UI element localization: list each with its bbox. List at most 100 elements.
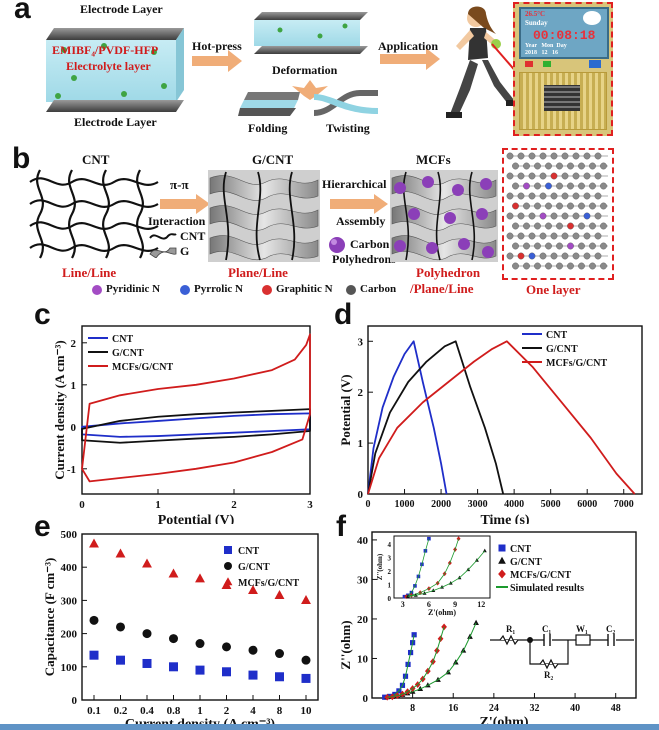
graphitic-label: Graphitic N — [276, 283, 333, 295]
data-point-MCFs/G/CNT — [142, 558, 152, 568]
lattice-atom — [572, 152, 580, 160]
polyhedron-label-2: /Plane/Line — [410, 281, 474, 296]
y-axis-label: Capacitance (F cm⁻³) — [42, 558, 57, 677]
lattice-atom — [528, 172, 536, 180]
lattice-atom — [517, 232, 525, 240]
inset-frame — [393, 535, 491, 599]
lattice-atom — [589, 202, 596, 210]
data-point-CNT — [169, 662, 178, 672]
lattice-atom — [556, 182, 563, 190]
x-axis-label: Potential (V) — [158, 513, 235, 524]
data-point-G/CNT — [248, 645, 258, 655]
lattice-atom — [572, 212, 580, 220]
pyrrolic-dot-icon — [180, 285, 190, 295]
interaction-arrow — [160, 194, 210, 214]
y-tick-label: 40 — [357, 535, 369, 547]
y-axis-label: Z''(ohm) — [338, 620, 353, 669]
data-point-CNT — [116, 655, 125, 665]
lattice-atom — [512, 262, 519, 270]
lattice-atom — [600, 262, 607, 270]
x-tick-label: 48 — [611, 703, 621, 714]
inset-fit — [407, 550, 486, 598]
label-r1: R₁ — [506, 624, 515, 634]
panel-label-c: c — [34, 298, 51, 331]
lattice-atom — [528, 152, 536, 160]
device-circuit-board — [519, 72, 607, 130]
assembly-arrow — [330, 194, 388, 214]
legend-marker-G/CNT — [498, 556, 506, 564]
lattice-atom — [600, 182, 607, 190]
inset-point — [456, 536, 461, 542]
electrode-bottom-label: Electrode Layer — [74, 115, 157, 129]
wearable-device-photo: 26.5°C Sunday 00:08:18 Year Mon Day 2018… — [513, 2, 613, 136]
lattice-atom — [589, 242, 596, 250]
gcnt-network-illustration — [208, 170, 320, 262]
x-tick-label: 6000 — [577, 499, 597, 510]
y-tick-label: 0 — [363, 693, 369, 705]
legend-label-MCFs/G/CNT: MCFs/G/CNT — [112, 362, 173, 373]
y-tick-label: 200 — [61, 629, 78, 641]
lattice-atom — [539, 212, 547, 220]
lattice-atom — [506, 192, 514, 200]
lattice-atom — [512, 182, 519, 190]
legend-label-CNT: CNT — [510, 544, 531, 555]
data-point-MCFs/G/CNT — [168, 568, 179, 578]
lattice-atom — [594, 152, 602, 160]
lattice-atom — [572, 232, 580, 240]
lattice-atom — [589, 262, 596, 270]
panel-a-sandwich — [46, 28, 184, 112]
x-tick-label: 7000 — [614, 499, 634, 510]
x-tick-label: 5000 — [541, 499, 561, 510]
lattice-atom — [506, 232, 514, 240]
lattice-atom — [528, 232, 536, 240]
legend-label-G/CNT: G/CNT — [238, 562, 270, 573]
series-line-CNT — [367, 340, 448, 495]
y-tick-label: 300 — [61, 595, 78, 607]
lattice-atom — [567, 262, 574, 270]
inset-x-tick-label: 3 — [401, 600, 405, 609]
data-point-G/CNT — [222, 642, 231, 652]
lattice-atom — [583, 232, 591, 240]
inset-y-tick-label: 2 — [388, 568, 392, 576]
carbon-poly-label-1: Carbon — [350, 237, 390, 251]
x-tick-label: 1 — [155, 499, 161, 511]
twisting-device — [314, 90, 378, 116]
x-tick-label: 2 — [224, 705, 230, 717]
electrolyte-label: EMIBF₄/PVDF-HFP — [52, 43, 159, 57]
lattice-atom — [556, 262, 563, 270]
lattice-atom — [572, 252, 580, 260]
inset-point — [482, 548, 487, 553]
lattice-atom — [523, 182, 530, 190]
y-tick-label: 100 — [61, 662, 78, 674]
legend-label-MCFs/G/CNT: MCFs/G/CNT — [546, 358, 607, 369]
hot-press-label: Hot-press — [192, 39, 242, 53]
lattice-atom — [523, 262, 530, 270]
data-point-CNT — [222, 667, 231, 677]
lattice-atom — [550, 212, 558, 220]
legend-marker-G/CNT — [224, 562, 232, 570]
x-tick-label: 40 — [570, 703, 580, 714]
lattice-atom — [545, 182, 552, 190]
carbon-polyhedron-icon — [329, 237, 345, 253]
lattice-atom — [578, 162, 585, 170]
folding-device — [238, 92, 300, 116]
label-r2: R₂ — [544, 670, 553, 680]
y-tick-label: 1 — [71, 380, 77, 392]
c1-gap — [544, 635, 552, 645]
lattice-atom — [550, 192, 558, 200]
device-time: 00:08:18 — [533, 28, 596, 43]
x-axis-label: Current density (A cm⁻³) — [125, 717, 275, 724]
inset-x-axis-label: Z'(ohm) — [428, 608, 456, 617]
lattice-atom — [567, 202, 574, 210]
bottom-toolbar-edge — [0, 724, 659, 730]
lattice-atom — [545, 242, 552, 250]
carbon-dot-icon — [346, 285, 356, 295]
data-point-G/CNT — [275, 649, 284, 659]
inset-x-tick-label: 6 — [427, 600, 431, 609]
data-point-G/CNT — [301, 655, 311, 665]
x-tick-label: 2000 — [431, 499, 451, 510]
lattice-atom — [561, 152, 569, 160]
lattice-atom — [561, 252, 569, 260]
data-point-G/CNT — [142, 629, 152, 639]
gcd-chart: 0 1000 2000 3000 4000 5000 6000 7000 0 1 2 3 Time (s… — [338, 325, 643, 524]
